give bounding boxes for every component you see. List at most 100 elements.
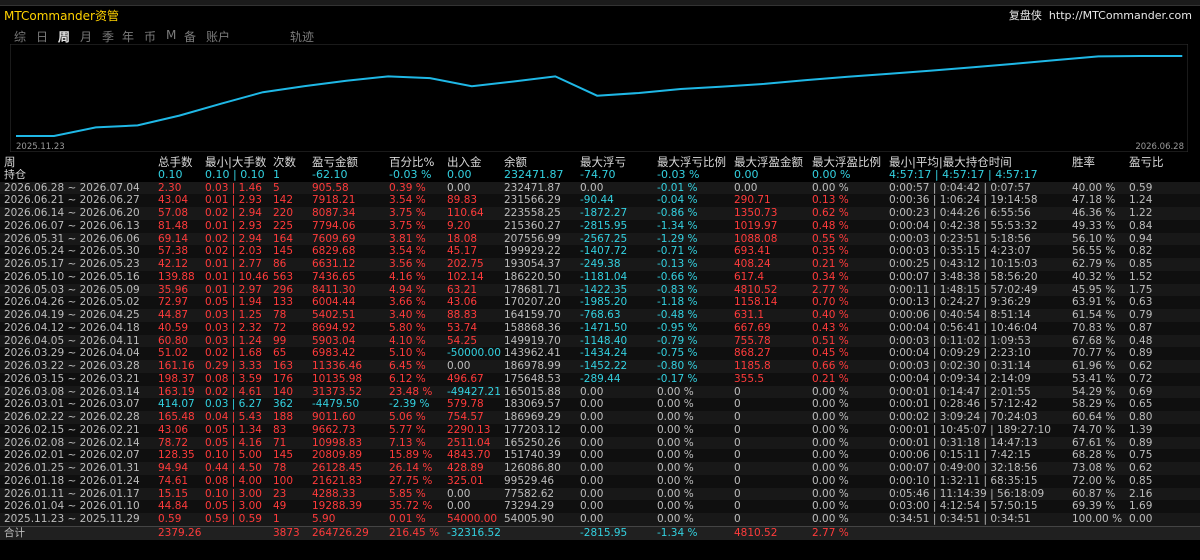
cell-7: -1471.50: [580, 321, 628, 334]
cell-7: 0.00: [580, 385, 604, 398]
cell-9: 355.5: [734, 372, 765, 385]
table-row: 2026.03.01 ~ 2026.03.07 414.07 0.03 | 6.27…: [0, 398, 1200, 411]
col-header-7: 最大浮亏: [580, 156, 626, 169]
cell-5: 0.00: [447, 360, 471, 372]
cell-10: 0.00 %: [812, 423, 849, 436]
cell-9: 290.71: [734, 194, 771, 207]
cell-1: 0.02 | 4.61: [205, 385, 262, 398]
cell-7: -1407.72: [580, 245, 628, 258]
cell-13: 47.18 %: [1072, 194, 1116, 207]
cell-9: 0: [734, 487, 741, 500]
cell-3: 19288.39: [312, 500, 363, 513]
cell-7: 0.00: [580, 462, 604, 474]
cell-2: 225: [273, 219, 294, 232]
cell-0: 69.14: [158, 232, 189, 245]
tab-7[interactable]: M: [166, 28, 177, 42]
cell-2: 49: [273, 500, 287, 513]
cell-3: 5903.04: [312, 334, 356, 347]
cell-3: 9011.60: [312, 411, 356, 423]
holding-cell-7: -74.70: [580, 168, 616, 181]
equity-point: [638, 92, 640, 94]
cell-13: 61.54 %: [1072, 309, 1116, 321]
table-row: 2026.04.05 ~ 2026.04.11 60.80 0.03 | 1.24 9…: [0, 334, 1200, 348]
cell-8: 0.00 %: [657, 513, 694, 525]
cell-7: -1985.20: [580, 296, 628, 309]
tab-1[interactable]: 日: [36, 30, 49, 44]
cell-9: 408.24: [734, 258, 771, 270]
cell-5: 754.57: [447, 411, 484, 423]
cell-14: 0.94: [1129, 232, 1153, 245]
cell-5: 4843.70: [447, 449, 491, 462]
table-row: 2026.05.03 ~ 2026.05.09 35.96 0.01 | 2.97 2…: [0, 283, 1200, 297]
brand-link[interactable]: 复盘侠 http://MTCommander.com: [1009, 7, 1192, 23]
cell-0: 40.59: [158, 321, 189, 334]
cell-7: -1181.04: [580, 270, 628, 283]
cell-14: 0.89: [1129, 436, 1153, 449]
cell-3: 6983.42: [312, 347, 356, 360]
tab-6[interactable]: 币: [144, 30, 157, 44]
equity-point: [429, 77, 431, 79]
cell-3: 7436.65: [312, 270, 356, 283]
col-header-13: 胜率: [1072, 156, 1095, 169]
equity-point: [1056, 59, 1058, 61]
cell-8: -0.04 %: [657, 194, 698, 207]
table-row: 2026.02.01 ~ 2026.02.07 128.35 0.10 | 5.00…: [0, 449, 1200, 462]
cell-3: 8087.34: [312, 207, 356, 219]
tab-10[interactable]: 轨迹: [290, 30, 315, 44]
table-row: 2026.06.14 ~ 2026.06.20 57.08 0.02 | 2.94 2…: [0, 207, 1200, 220]
table-row: 2026.06.07 ~ 2026.06.13 81.48 0.01 | 2.93 2…: [0, 219, 1200, 233]
table-row: 2026.02.15 ~ 2026.02.21 43.06 0.05 | 1.34 8…: [0, 423, 1200, 437]
tab-9[interactable]: 账户: [206, 30, 231, 44]
cell-0: 2.30: [158, 181, 182, 194]
cell-1: 0.03 | 1.25: [205, 309, 262, 321]
cell-8: -1.29 %: [657, 232, 698, 245]
cell-2: 563: [273, 270, 294, 283]
cell-10: 0.21 %: [812, 372, 849, 385]
tab-4[interactable]: 季: [102, 30, 115, 44]
cell-13: 70.83 %: [1072, 321, 1116, 334]
cell-4: 23.48 %: [389, 385, 433, 398]
tab-8[interactable]: 备: [184, 30, 197, 44]
period-cell: 2026.03.29 ~ 2026.04.04: [4, 347, 140, 360]
col-header-11: 最小|平均|最大持仓时间: [889, 156, 1012, 169]
cell-4: 5.77 %: [389, 423, 426, 436]
cell-1: 0.05 | 4.16: [205, 436, 262, 449]
cell-11: 0:00:01 | 0:31:18 | 14:47:13: [889, 436, 1038, 449]
cell-6: 151740.39: [504, 449, 561, 462]
period-cell: 2026.06.07 ~ 2026.06.13: [4, 219, 140, 232]
cell-5: 110.64: [447, 207, 484, 219]
cell-4: 3.75 %: [389, 219, 426, 232]
cell-10: 0.35 %: [812, 245, 849, 258]
equity-point: [471, 85, 473, 87]
cell-9: 1350.73: [734, 207, 778, 219]
cell-13: 53.41 %: [1072, 372, 1116, 385]
period-cell: 2026.01.18 ~ 2026.01.24: [4, 474, 140, 487]
total-cell-10: 2.77 %: [812, 526, 849, 539]
cell-2: 78: [273, 462, 287, 474]
tab-3[interactable]: 月: [80, 30, 93, 44]
cell-4: 4.94 %: [389, 283, 426, 296]
cell-6: 193054.37: [504, 258, 561, 270]
cell-7: 0.00: [580, 500, 604, 513]
tab-2[interactable]: 周: [58, 30, 71, 44]
period-cell: 2026.02.15 ~ 2026.02.21: [4, 423, 140, 436]
tab-5[interactable]: 年: [122, 30, 135, 44]
cell-14: 0.48: [1129, 334, 1153, 347]
equity-point: [1014, 63, 1016, 65]
cell-11: 0:00:04 | 0:42:38 | 55:53:32: [889, 219, 1038, 232]
table-row: 2026.02.22 ~ 2026.02.28 165.48 0.04 | 5.43…: [0, 411, 1200, 424]
cell-1: 0.03 | 6.27: [205, 398, 262, 411]
col-header-10: 最大浮盈比例: [812, 156, 881, 169]
cell-13: 56.55 %: [1072, 245, 1116, 258]
tab-0[interactable]: 综: [14, 30, 27, 44]
cell-9: 693.41: [734, 245, 771, 258]
equity-point: [1181, 55, 1183, 57]
equity-point: [889, 73, 891, 75]
equity-point: [1139, 55, 1141, 57]
cell-14: 0.62: [1129, 462, 1153, 474]
cell-10: 0.00 %: [812, 500, 849, 513]
cell-3: 26128.45: [312, 462, 363, 474]
cell-9: 1185.8: [734, 360, 771, 372]
cell-8: -0.17 %: [657, 372, 698, 385]
cell-10: 0.00 %: [812, 462, 849, 474]
